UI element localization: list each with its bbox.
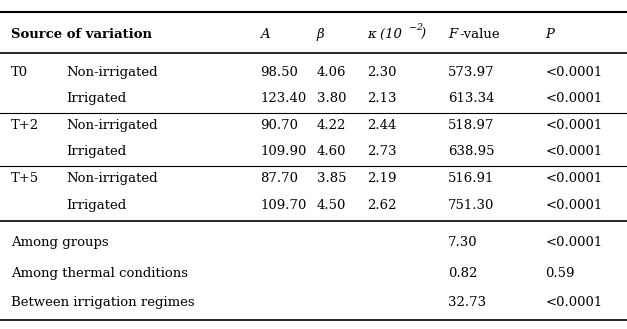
Text: T+5: T+5 — [11, 172, 40, 186]
Text: 0.59: 0.59 — [545, 266, 575, 280]
Text: Between irrigation regimes: Between irrigation regimes — [11, 296, 195, 309]
Text: 87.70: 87.70 — [260, 172, 298, 186]
Text: 2.73: 2.73 — [367, 145, 396, 159]
Text: β: β — [317, 28, 324, 41]
Text: 4.22: 4.22 — [317, 119, 346, 132]
Text: 2.19: 2.19 — [367, 172, 396, 186]
Text: 0.82: 0.82 — [448, 266, 478, 280]
Text: Source of variation: Source of variation — [11, 28, 152, 41]
Text: Non-irrigated: Non-irrigated — [66, 66, 157, 79]
Text: <0.0001: <0.0001 — [545, 145, 603, 159]
Text: 3.80: 3.80 — [317, 92, 346, 105]
Text: 109.90: 109.90 — [260, 145, 307, 159]
Text: 32.73: 32.73 — [448, 296, 487, 309]
Text: <0.0001: <0.0001 — [545, 172, 603, 186]
Text: 7.30: 7.30 — [448, 236, 478, 249]
Text: <0.0001: <0.0001 — [545, 236, 603, 249]
Text: Non-irrigated: Non-irrigated — [66, 119, 157, 132]
Text: 516.91: 516.91 — [448, 172, 495, 186]
Text: 4.60: 4.60 — [317, 145, 346, 159]
Text: <0.0001: <0.0001 — [545, 296, 603, 309]
Text: 751.30: 751.30 — [448, 199, 495, 212]
Text: F: F — [448, 28, 458, 41]
Text: T0: T0 — [11, 66, 28, 79]
Text: −2: −2 — [409, 23, 423, 32]
Text: κ (10: κ (10 — [367, 28, 402, 41]
Text: Non-irrigated: Non-irrigated — [66, 172, 157, 186]
Text: Among thermal conditions: Among thermal conditions — [11, 266, 188, 280]
Text: 638.95: 638.95 — [448, 145, 495, 159]
Text: Irrigated: Irrigated — [66, 92, 126, 105]
Text: Among groups: Among groups — [11, 236, 109, 249]
Text: Irrigated: Irrigated — [66, 199, 126, 212]
Text: 2.62: 2.62 — [367, 199, 396, 212]
Text: T+2: T+2 — [11, 119, 40, 132]
Text: 123.40: 123.40 — [260, 92, 307, 105]
Text: 3.85: 3.85 — [317, 172, 346, 186]
Text: 98.50: 98.50 — [260, 66, 298, 79]
Text: <0.0001: <0.0001 — [545, 92, 603, 105]
Text: <0.0001: <0.0001 — [545, 199, 603, 212]
Text: A: A — [260, 28, 270, 41]
Text: 2.30: 2.30 — [367, 66, 396, 79]
Text: ): ) — [421, 28, 426, 41]
Text: <0.0001: <0.0001 — [545, 66, 603, 79]
Text: 90.70: 90.70 — [260, 119, 298, 132]
Text: 2.44: 2.44 — [367, 119, 396, 132]
Text: 518.97: 518.97 — [448, 119, 495, 132]
Text: -value: -value — [459, 28, 500, 41]
Text: <0.0001: <0.0001 — [545, 119, 603, 132]
Text: 109.70: 109.70 — [260, 199, 307, 212]
Text: 4.06: 4.06 — [317, 66, 346, 79]
Text: 613.34: 613.34 — [448, 92, 495, 105]
Text: 4.50: 4.50 — [317, 199, 346, 212]
Text: Irrigated: Irrigated — [66, 145, 126, 159]
Text: 573.97: 573.97 — [448, 66, 495, 79]
Text: P: P — [545, 28, 554, 41]
Text: 2.13: 2.13 — [367, 92, 396, 105]
